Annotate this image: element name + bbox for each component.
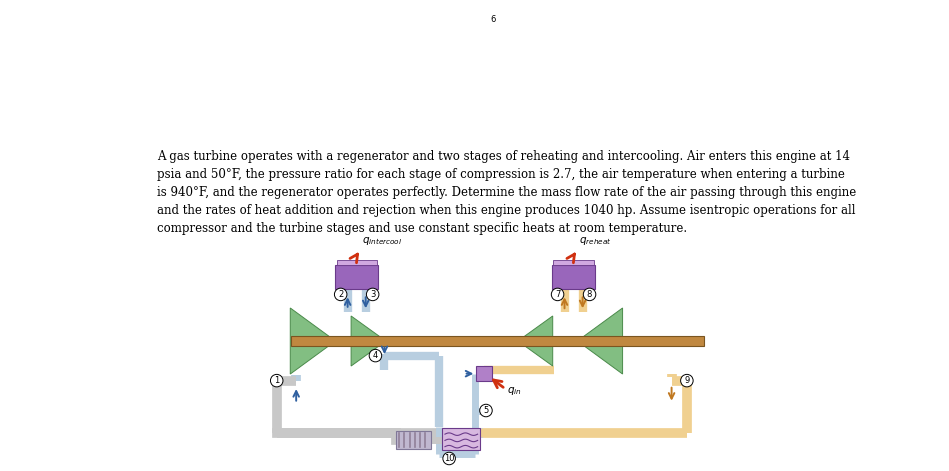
Bar	[552, 265, 595, 289]
Bar	[397, 431, 431, 449]
Text: 2: 2	[338, 290, 344, 299]
Text: 4: 4	[373, 351, 378, 360]
Circle shape	[334, 288, 347, 300]
Bar	[476, 366, 492, 382]
Circle shape	[551, 288, 564, 300]
Polygon shape	[518, 316, 552, 366]
Circle shape	[369, 349, 381, 362]
Circle shape	[584, 288, 596, 300]
Text: 6: 6	[491, 15, 495, 24]
Text: $q_\mathregular{in}$: $q_\mathregular{in}$	[507, 385, 522, 397]
Text: 5: 5	[483, 406, 489, 415]
Text: 7: 7	[555, 290, 560, 299]
Text: $q_\mathregular{intercool}$: $q_\mathregular{intercool}$	[363, 235, 402, 247]
Text: 8: 8	[586, 290, 592, 299]
Text: 3: 3	[370, 290, 376, 299]
Bar	[290, 336, 704, 346]
Circle shape	[366, 288, 379, 300]
Circle shape	[680, 374, 693, 387]
Circle shape	[479, 404, 493, 417]
Bar	[442, 428, 480, 450]
Circle shape	[443, 452, 456, 465]
Text: 9: 9	[684, 376, 690, 385]
Text: 1: 1	[274, 376, 279, 385]
Text: $q_\mathregular{reheat}$: $q_\mathregular{reheat}$	[579, 235, 612, 247]
Circle shape	[270, 374, 283, 387]
Polygon shape	[351, 316, 386, 366]
Circle shape	[487, 13, 499, 25]
Bar	[553, 260, 594, 265]
Polygon shape	[577, 308, 623, 374]
Bar	[335, 265, 379, 289]
Text: A gas turbine operates with a regenerator and two stages of reheating and interc: A gas turbine operates with a regenerato…	[158, 150, 856, 235]
Polygon shape	[290, 308, 335, 374]
Text: 10: 10	[444, 454, 455, 463]
Bar	[337, 260, 377, 265]
